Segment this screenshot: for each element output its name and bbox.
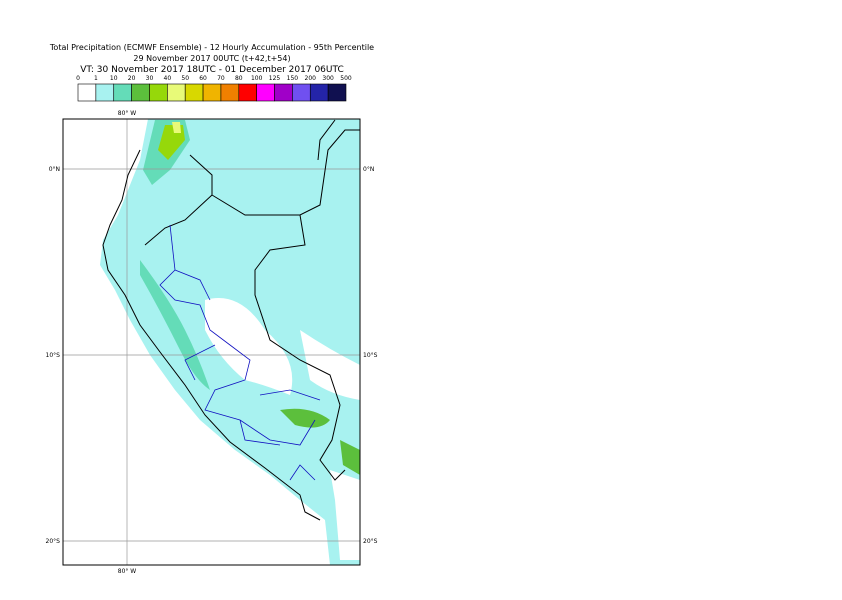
lat-label: 20°S (363, 538, 378, 545)
legend-swatch (202, 83, 222, 102)
legend-label: 70 (217, 75, 225, 82)
precip-area (158, 125, 185, 160)
title-line: 29 November 2017 00UTC (t+42,t+54) (133, 54, 290, 63)
map: 80° W 80° W 0°N 0°N 10°S 10°S 20°S 20°S (46, 110, 378, 575)
legend-swatch (113, 83, 132, 102)
legend-label: 80 (235, 75, 243, 82)
legend-label: 500 (340, 75, 352, 82)
dry-area (300, 330, 360, 400)
legend-swatch (238, 83, 257, 102)
precip-area (172, 122, 181, 133)
dry-area (205, 298, 293, 395)
dry-area (63, 477, 215, 565)
precip-area (340, 440, 360, 475)
legend-label: 200 (305, 75, 317, 82)
lat-label: 20°S (46, 538, 61, 545)
legend-label: 10 (110, 75, 118, 82)
legend-label: 30 (146, 75, 154, 82)
legend-swatch (167, 83, 186, 102)
border (102, 119, 360, 521)
dry-area (330, 470, 360, 560)
legend-swatch (292, 83, 311, 102)
legend-swatch (149, 83, 168, 102)
legend-label: 100 (251, 75, 263, 82)
precip-area (280, 408, 330, 428)
lon-label: 80° W (118, 110, 137, 117)
legend-swatch (77, 83, 97, 102)
legend-swatch (327, 83, 347, 102)
region-border (159, 224, 321, 481)
lat-label: 0°N (49, 166, 60, 173)
legend-label: 50 (181, 75, 189, 82)
lat-label: 10°S (363, 352, 378, 359)
legend-swatch (220, 83, 240, 102)
legend-label: 60 (199, 75, 207, 82)
color-legend: 0 1 10 20 30 40 50 60 70 80 100 125 150 200 300 500 (76, 75, 352, 102)
map-frame (62, 118, 361, 566)
lat-label: 0°N (363, 166, 374, 173)
title-line: VT: 30 November 2017 18UTC - 01 December… (80, 65, 343, 75)
title-line: Total Precipitation (ECMWF Ensemble) - 1… (49, 43, 374, 52)
legend-label: 20 (128, 75, 136, 82)
legend-label: 0 (76, 75, 80, 82)
legend-label: 40 (164, 75, 172, 82)
legend-swatch (184, 83, 204, 102)
precip-area (140, 260, 210, 390)
legend-label: 150 (287, 75, 299, 82)
legend-swatch (95, 83, 115, 102)
legend-swatch (131, 83, 150, 102)
legend-label: 1 (94, 75, 98, 82)
legend-label: 300 (322, 75, 334, 82)
lon-label: 80° W (118, 568, 137, 575)
legend-swatch (274, 83, 293, 102)
lat-label: 10°S (46, 352, 61, 359)
legend-swatch (309, 83, 329, 102)
legend-swatch (256, 83, 275, 102)
legend-label: 125 (269, 75, 281, 82)
